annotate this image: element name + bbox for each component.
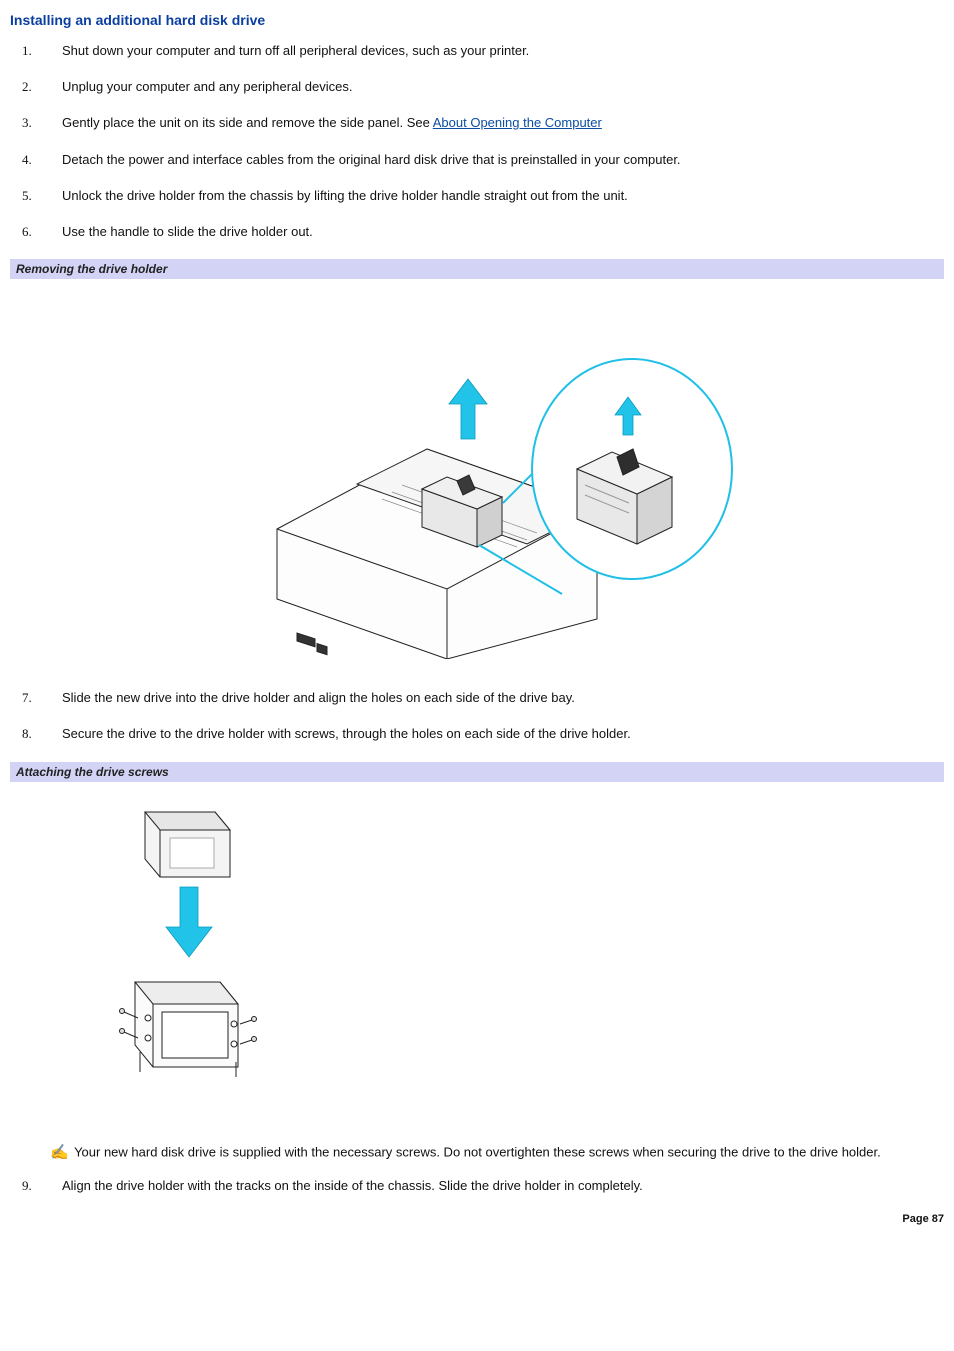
step-2: 2. Unplug your computer and any peripher… [10,78,944,96]
step-number: 9. [10,1178,62,1194]
step-text: Gently place the unit on its side and re… [62,114,944,132]
step-text: Detach the power and interface cables fr… [62,151,944,169]
page-footer: Page 87 [10,1213,944,1225]
step-1: 1. Shut down your computer and turn off … [10,42,944,60]
step-text: Unlock the drive holder from the chassis… [62,187,944,205]
step-9: 9. Align the drive holder with the track… [10,1177,944,1195]
note: ✍ Your new hard disk drive is supplied w… [50,1142,944,1164]
steps-list-continued: 7. Slide the new drive into the drive ho… [10,689,944,743]
step-number: 2. [10,79,62,95]
step-text: Unplug your computer and any peripheral … [62,78,944,96]
about-opening-computer-link[interactable]: About Opening the Computer [433,115,602,130]
step-8: 8. Secure the drive to the drive holder … [10,725,944,743]
banner-attaching-drive-screws: Attaching the drive screws [10,762,944,782]
note-icon: ✍ [50,1144,69,1161]
step-number: 6. [10,224,62,240]
step-number: 5. [10,188,62,204]
figure-1 [10,289,944,659]
removing-drive-holder-illustration [217,289,737,659]
step-text: Secure the drive to the drive holder wit… [62,725,944,743]
banner-removing-drive-holder: Removing the drive holder [10,259,944,279]
step-6: 6. Use the handle to slide the drive hol… [10,223,944,241]
step-7: 7. Slide the new drive into the drive ho… [10,689,944,707]
step-number: 3. [10,115,62,131]
step-number: 4. [10,152,62,168]
page-title: Installing an additional hard disk drive [10,12,944,28]
step-number: 1. [10,43,62,59]
steps-list: 1. Shut down your computer and turn off … [10,42,944,241]
attaching-drive-screws-illustration [90,792,270,1082]
step-prefix: Gently place the unit on its side and re… [62,115,433,130]
note-text: Your new hard disk drive is supplied wit… [74,1144,881,1159]
step-text: Slide the new drive into the drive holde… [62,689,944,707]
step-text: Use the handle to slide the drive holder… [62,223,944,241]
step-3: 3. Gently place the unit on its side and… [10,114,944,132]
steps-list-continued-2: 9. Align the drive holder with the track… [10,1177,944,1195]
step-number: 7. [10,690,62,706]
step-number: 8. [10,726,62,742]
step-text: Align the drive holder with the tracks o… [62,1177,944,1195]
figure-2 [10,792,944,1082]
step-5: 5. Unlock the drive holder from the chas… [10,187,944,205]
step-4: 4. Detach the power and interface cables… [10,151,944,169]
step-text: Shut down your computer and turn off all… [62,42,944,60]
